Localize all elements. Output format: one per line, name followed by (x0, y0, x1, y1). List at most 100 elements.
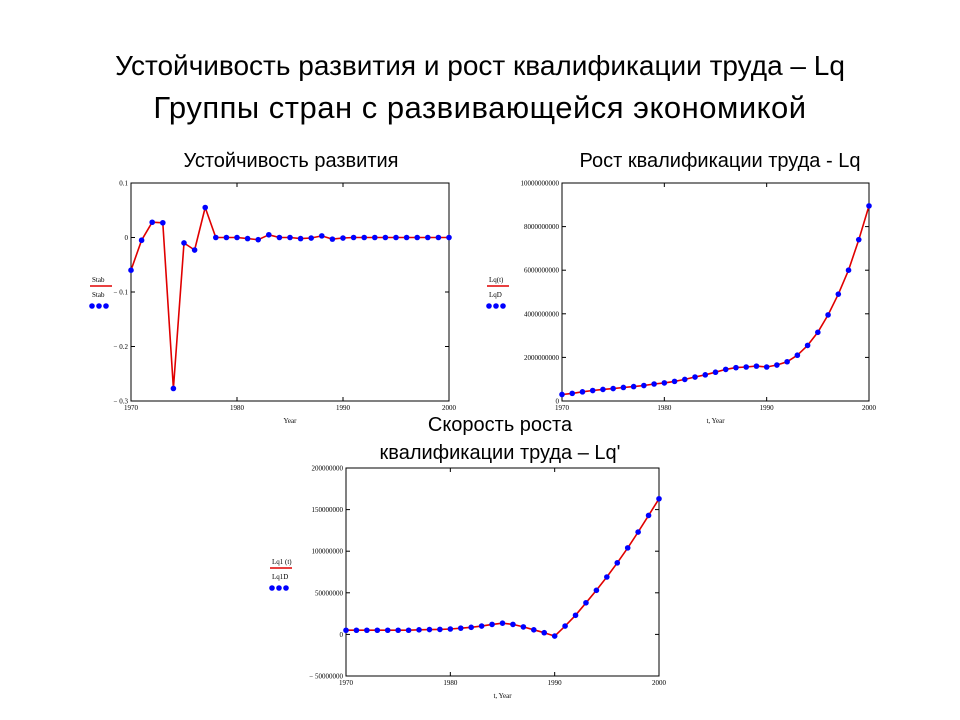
chart-3-data-point (364, 627, 370, 634)
chart-3-data-point (520, 624, 527, 630)
chart-2-data-point (845, 267, 852, 274)
chart-2-y-tick-label: 0 (556, 398, 560, 406)
chart-2-data-point (722, 366, 729, 373)
chart-3-title-line-1: Скорость роста (427, 414, 573, 436)
chart-2-data-point (774, 362, 780, 368)
chart-1-data-point (213, 234, 219, 241)
chart-1-data-point (329, 236, 336, 242)
chart-3-data-point (395, 627, 401, 634)
chart-3-data-point (457, 625, 464, 631)
chart-2-plot-frame (561, 182, 870, 402)
chart-3-x-tick-label: 1970 (339, 679, 354, 687)
chart-3-data-point (645, 512, 652, 519)
chart-3-plot-frame (345, 467, 660, 677)
chart-2-data-point (559, 391, 565, 398)
chart-1-data-point (170, 385, 177, 392)
chart-2-data-point (620, 384, 627, 391)
chart-2-data-point (641, 382, 647, 389)
chart-3-data-point (510, 621, 516, 628)
chart-3-x-tick-label: 1990 (548, 679, 563, 687)
chart-3-legend-label-markers: Lq1D (272, 573, 288, 581)
chart-2-data-point (825, 312, 831, 318)
chart-3-legend-label-line: Lq1 (t) (272, 558, 292, 566)
chart-1-data-point (244, 235, 251, 242)
chart-2-series-line (561, 205, 870, 396)
slide-subtitle: Группы стран с развивающейся экономикой (153, 90, 807, 125)
chart-1-data-point (202, 204, 208, 211)
chart-2-data-point (733, 364, 739, 371)
chart-1-legend-marker-swatch (89, 303, 95, 309)
chart-2-x-axis-label: t, Year (706, 417, 725, 425)
chart-2-legend-marker-swatch (486, 303, 492, 309)
chart-3-x-axis-label: t, Year (493, 692, 512, 700)
chart-1-data-point (361, 234, 368, 241)
chart-3-y-tick-label: 150000000 (312, 506, 344, 514)
chart-3-legend-marker-swatch (269, 585, 275, 591)
chart-2-data-point (661, 380, 668, 386)
chart-1-data-point (372, 234, 378, 241)
chart-1-plot-frame (130, 182, 450, 402)
chart-2-data-point (610, 385, 616, 392)
chart-3-y-tick-label: 200000000 (312, 465, 344, 473)
chart-2-data-point (794, 352, 801, 359)
chart-2-legend-label-markers: LqD (489, 291, 502, 299)
chart-3-data-point (593, 587, 600, 594)
chart-1-data-point (181, 240, 187, 246)
chart-1-title: Устойчивость развития (183, 150, 399, 172)
chart-2-data-point (815, 329, 821, 336)
chart-3-data-point (353, 627, 360, 634)
chart-2-data-point (855, 236, 862, 243)
chart-3-data-point (405, 627, 412, 634)
chart-2-data-point (835, 291, 842, 297)
chart-2-data-point (630, 383, 637, 390)
chart-1-y-tick-label: − 0.1 (114, 289, 129, 297)
chart-1-y-tick-label: − 0.3 (114, 398, 129, 406)
chart-2-x-tick-label: 1970 (555, 404, 570, 412)
chart-1-x-tick-label: 1990 (336, 404, 351, 412)
chart-3-y-tick-label: 100000000 (312, 548, 344, 556)
chart-2-data-point (682, 376, 688, 383)
chart-1-data-point (425, 234, 431, 241)
chart-3-data-point (572, 612, 579, 619)
chart-1-data-point (308, 235, 315, 241)
chart-3-data-point (499, 620, 506, 626)
chart-2-data-point (702, 372, 709, 378)
chart-2-y-tick-label: 2000000000 (524, 354, 560, 362)
chart-1-y-tick-label: 0 (125, 234, 129, 242)
chart-1-data-point (149, 219, 155, 226)
chart-1-legend-label-markers: Stab (92, 291, 105, 299)
chart-1-data-point (160, 219, 166, 226)
chart-3-series-line (346, 498, 660, 637)
chart-1-data-point (191, 247, 198, 253)
chart-3-data-point (604, 574, 610, 580)
chart-1-data-point (223, 234, 230, 241)
chart-1-x-axis-label: Year (284, 417, 298, 425)
chart-1-data-point (446, 234, 452, 241)
chart-1-data-point (255, 236, 261, 243)
chart-1-data-point (382, 234, 389, 241)
chart-3-data-point (343, 627, 349, 634)
chart-3-data-point (531, 627, 537, 633)
chart-1-y-tick-label: 0.1 (119, 180, 128, 188)
chart-3-data-point (656, 495, 662, 502)
chart-1-data-point (234, 234, 240, 241)
chart-2-data-point (743, 364, 749, 370)
chart-1-series-line (130, 206, 449, 390)
chart-2-data-point (784, 358, 790, 365)
chart-3-data-point (635, 529, 641, 535)
chart-2-y-tick-label: 10000000000 (521, 180, 560, 188)
chart-3-legend-marker-swatch (283, 585, 289, 591)
chart-1-x-tick-label: 1980 (230, 404, 245, 412)
chart-2-data-point (804, 342, 811, 349)
chart-1-data-point (414, 234, 421, 241)
chart-1-data-point (319, 233, 325, 239)
chart-1-data-point (435, 234, 442, 241)
chart-3-y-tick-label: − 50000000 (309, 673, 343, 681)
chart-3-data-point (551, 633, 558, 639)
chart-3-x-tick-label: 1980 (443, 679, 458, 687)
chart-3-data-point (478, 623, 485, 629)
chart-3-data-point (416, 627, 422, 633)
chart-3-legend-marker-swatch (276, 585, 282, 591)
chart-2-y-tick-label: 4000000000 (524, 310, 560, 318)
